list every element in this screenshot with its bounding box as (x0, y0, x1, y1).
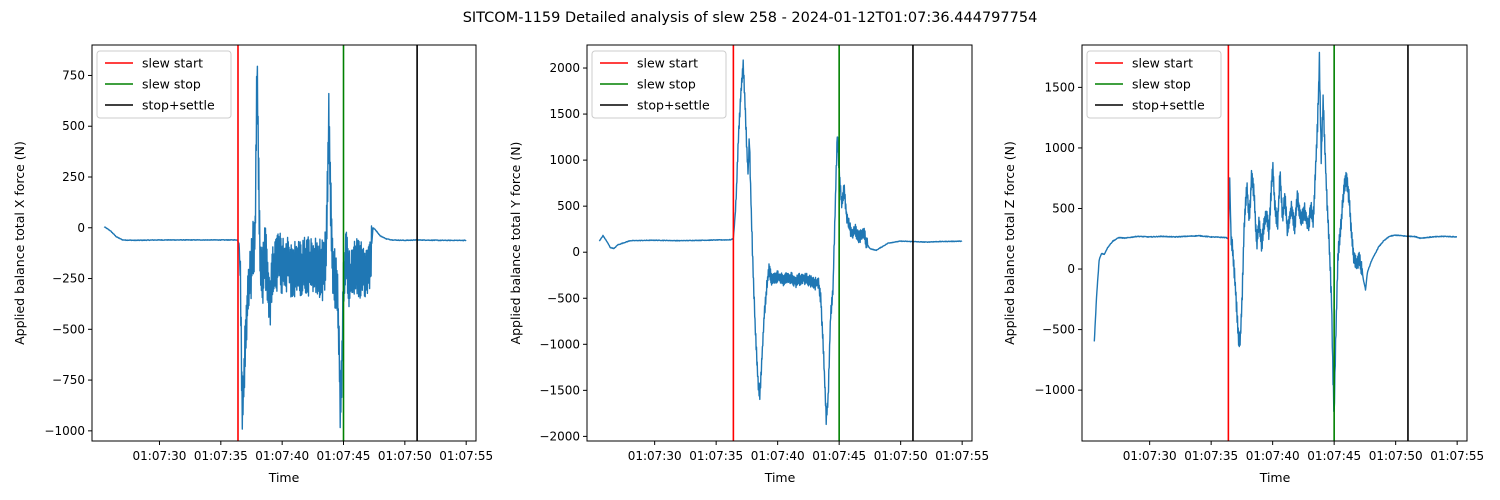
y-tick-label: 2000 (549, 61, 580, 75)
x-tick-label: 01:07:30 (1123, 449, 1177, 463)
y-axis-ticks: 1500 1000 500 0 −500 −1000 (1034, 80, 1082, 397)
y-tick-label: −2000 (539, 429, 580, 443)
legend: slew start slew stop stop+settle (591, 50, 727, 119)
y-tick-label: −1000 (44, 424, 85, 438)
x-axis-label: Time (1259, 470, 1291, 485)
x-axis-ticks: 01:07:30 01:07:35 01:07:40 01:07:45 01:07:50… (133, 441, 493, 463)
x-tick-label: 01:07:55 (935, 449, 989, 463)
x-tick-label: 01:07:45 (1307, 449, 1361, 463)
x-tick-label: 01:07:40 (751, 449, 805, 463)
legend-frame (96, 50, 232, 119)
y-tick-label: 500 (557, 199, 580, 213)
x-tick-label: 01:07:55 (439, 449, 493, 463)
plot-layer-z (1093, 45, 1458, 441)
y-tick-label: 0 (77, 221, 85, 235)
x-axis-label: Time (268, 470, 300, 485)
figure-suptitle: SITCOM-1159 Detailed analysis of slew 25… (463, 10, 1038, 26)
y-tick-label: 1000 (1044, 141, 1075, 155)
x-tick-label: 01:07:50 (874, 449, 928, 463)
y-axis-label: Applied balance total Y force (N) (508, 142, 523, 345)
legend-label-slew-stop: slew stop (1132, 77, 1191, 92)
y-axis-ticks: 750 500 250 0 −250 −500 −750 −1000 (44, 68, 92, 438)
series-line (1093, 51, 1458, 413)
y-tick-label: 750 (62, 68, 85, 82)
axes-frame (91, 44, 477, 442)
plot-layer-y (598, 45, 963, 441)
x-axis-ticks: 01:07:30 01:07:35 01:07:40 01:07:45 01:07:50… (628, 441, 989, 463)
series-line (598, 59, 963, 426)
x-tick-label: 01:07:45 (812, 449, 866, 463)
legend-label-slew-start: slew start (637, 56, 698, 71)
x-tick-label: 01:07:30 (628, 449, 682, 463)
y-tick-label: −500 (52, 322, 85, 336)
x-tick-label: 01:07:40 (1246, 449, 1300, 463)
y-tick-label: −1000 (539, 337, 580, 351)
y-tick-label: 500 (62, 119, 85, 133)
y-tick-label: 1500 (549, 107, 580, 121)
axes-frame (1081, 44, 1468, 442)
subplot-y-force: 2000 1500 1000 500 0 −500 −1000 −1500 −2000 01:0… (508, 44, 989, 485)
x-tick-label: 01:07:55 (1430, 449, 1484, 463)
plot-layer-x (103, 45, 467, 441)
y-tick-label: −250 (52, 272, 85, 286)
legend-label-stop-settle: stop+settle (1132, 98, 1205, 113)
y-tick-label: 0 (1067, 262, 1075, 276)
x-tick-label: 01:07:50 (1369, 449, 1423, 463)
y-axis-ticks: 2000 1500 1000 500 0 −500 −1000 −1500 −2000 (539, 61, 587, 443)
y-tick-label: 1000 (549, 153, 580, 167)
legend-frame (591, 50, 727, 119)
x-tick-label: 01:07:50 (378, 449, 432, 463)
x-tick-label: 01:07:45 (317, 449, 371, 463)
x-tick-label: 01:07:35 (194, 449, 248, 463)
y-tick-label: 500 (1052, 201, 1075, 215)
legend-label-stop-settle: stop+settle (142, 98, 215, 113)
legend: slew start slew stop stop+settle (1086, 50, 1222, 119)
y-tick-label: 250 (62, 170, 85, 184)
y-axis-label: Applied balance total Z force (N) (1002, 141, 1017, 345)
legend-frame (1086, 50, 1222, 119)
y-tick-label: −1000 (1034, 383, 1075, 397)
axes-frame (586, 44, 973, 442)
y-tick-label: 0 (572, 245, 580, 259)
legend-label-slew-start: slew start (1132, 56, 1193, 71)
y-axis-label: Applied balance total X force (N) (12, 141, 27, 345)
x-axis-ticks: 01:07:30 01:07:35 01:07:40 01:07:45 01:07:50… (1123, 441, 1484, 463)
x-tick-label: 01:07:35 (689, 449, 743, 463)
y-tick-label: −500 (547, 291, 580, 305)
legend-label-slew-start: slew start (142, 56, 203, 71)
legend-label-stop-settle: stop+settle (637, 98, 710, 113)
legend-label-slew-stop: slew stop (142, 77, 201, 92)
legend: slew start slew stop stop+settle (96, 50, 232, 119)
y-tick-label: 1500 (1044, 80, 1075, 94)
x-tick-label: 01:07:40 (255, 449, 309, 463)
y-tick-label: −750 (52, 373, 85, 387)
x-tick-label: 01:07:35 (1184, 449, 1238, 463)
y-tick-label: −500 (1042, 323, 1075, 337)
y-tick-label: −1500 (539, 383, 580, 397)
x-tick-label: 01:07:30 (133, 449, 187, 463)
series-line (103, 65, 467, 430)
legend-label-slew-stop: slew stop (637, 77, 696, 92)
x-axis-label: Time (764, 470, 796, 485)
